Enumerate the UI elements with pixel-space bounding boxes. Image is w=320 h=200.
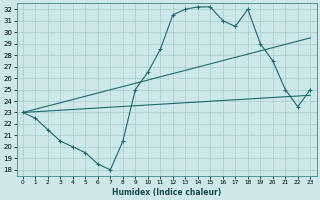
X-axis label: Humidex (Indice chaleur): Humidex (Indice chaleur) [112,188,221,197]
